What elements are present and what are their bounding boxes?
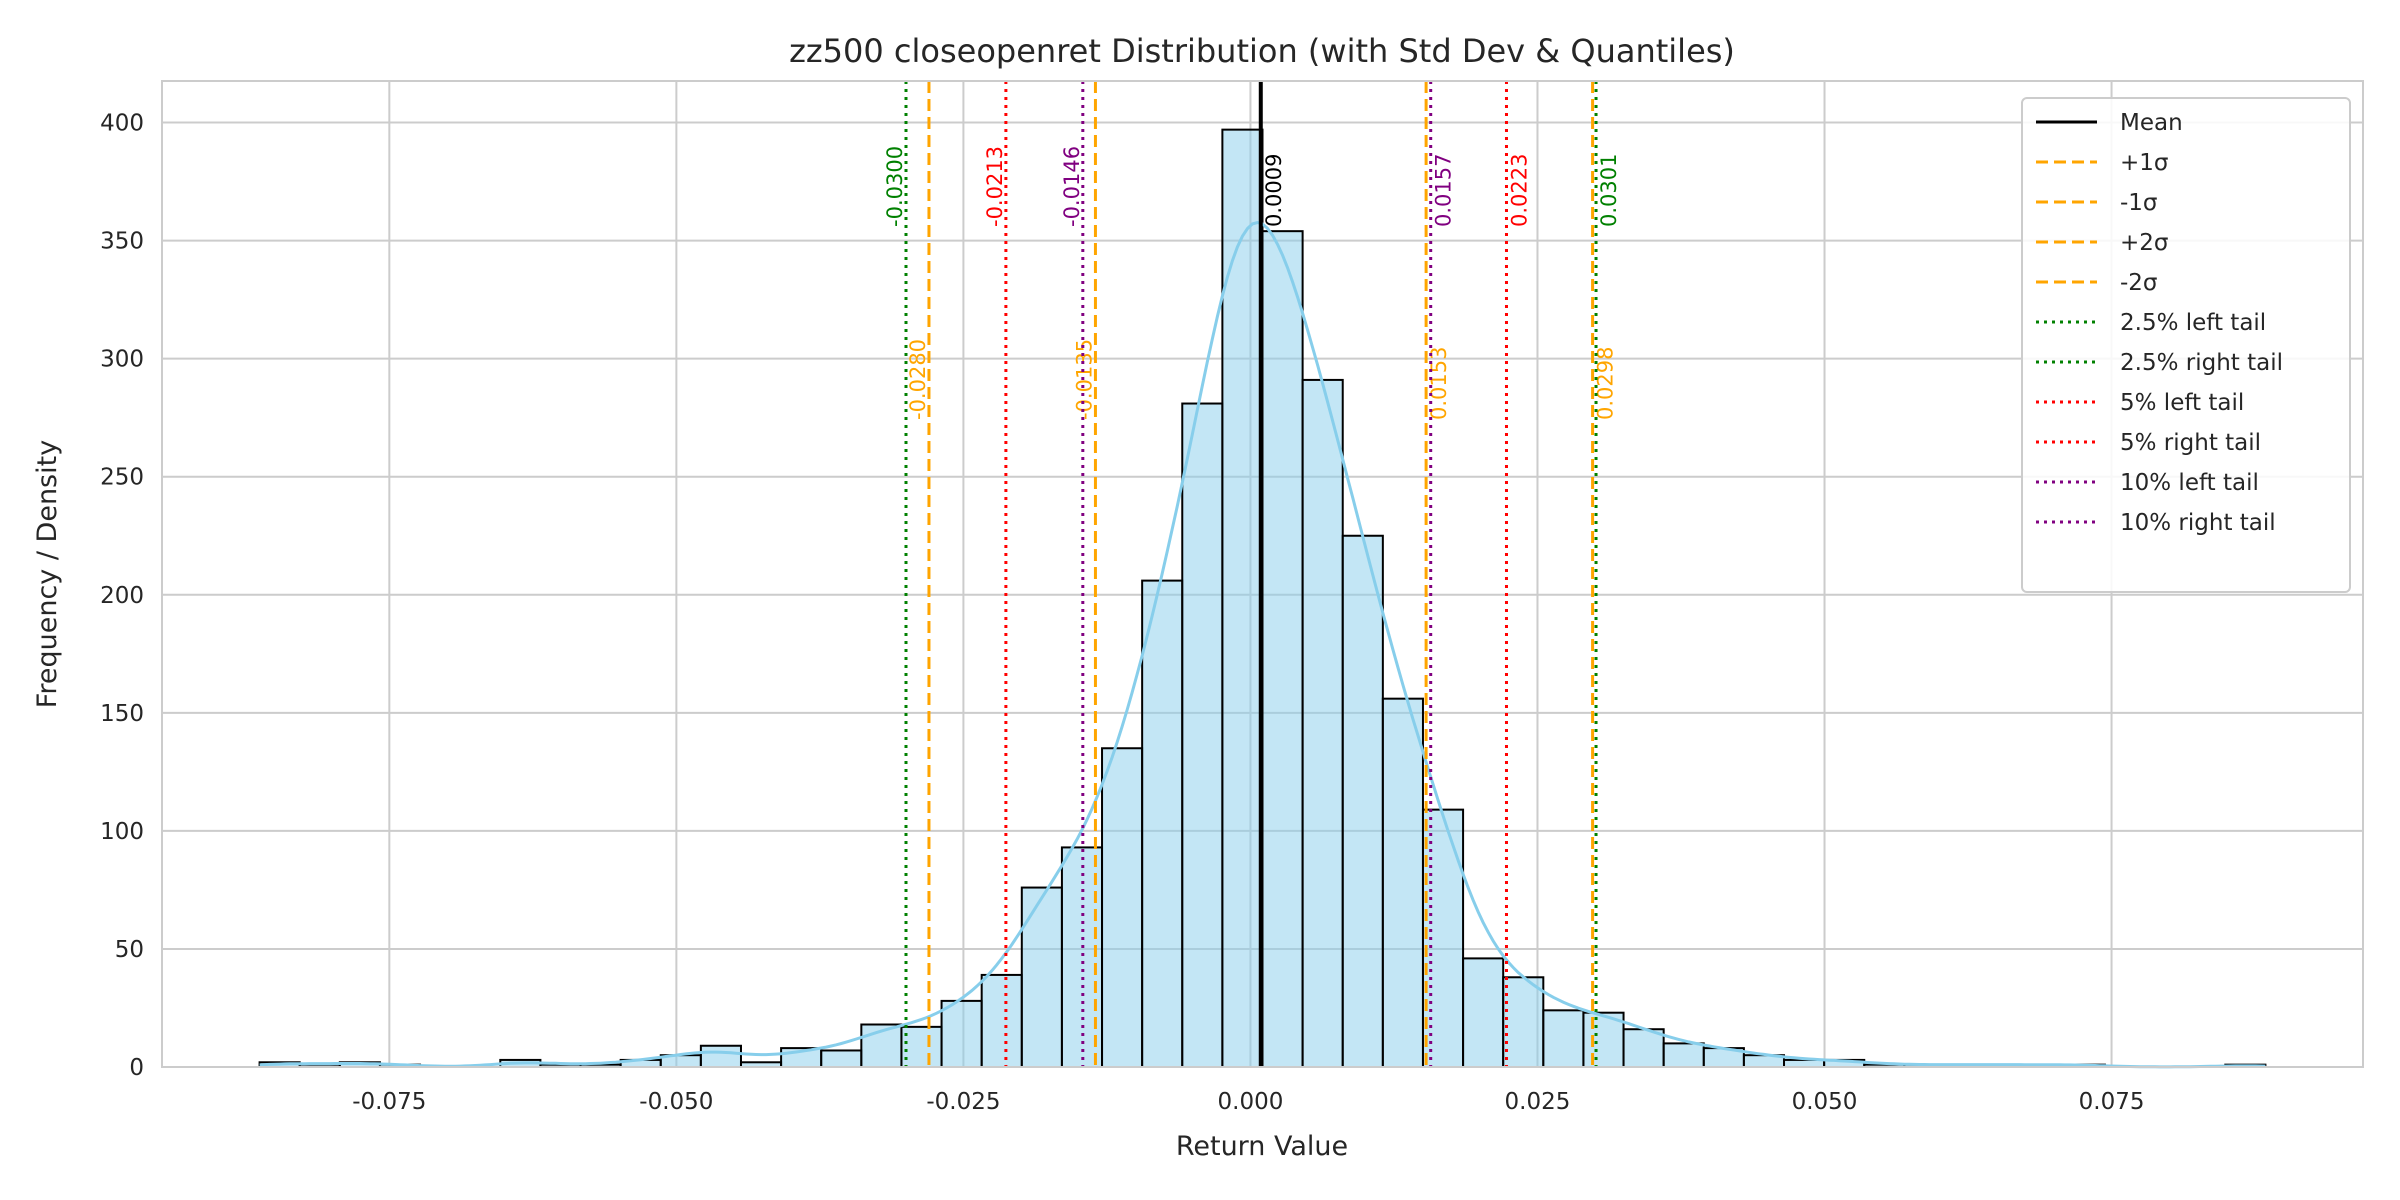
histogram-bar <box>1020 886 1063 1068</box>
Mean-value-label: 0.0009 <box>1262 154 1286 227</box>
histogram-bar <box>940 999 983 1069</box>
histogram-bar <box>1381 697 1424 1069</box>
y-tick-label: 150 <box>100 701 144 727</box>
histogram-bar <box>980 973 1023 1069</box>
q10-left-value-label: -0.0146 <box>1060 146 1084 227</box>
x-tick-label: 0.025 <box>1505 1089 1571 1115</box>
y-tick-label: 350 <box>100 229 144 255</box>
x-tick-label: 0.050 <box>1792 1089 1858 1115</box>
histogram-bar <box>1662 1042 1705 1069</box>
histogram-bar <box>1301 378 1344 1068</box>
histogram-bar <box>1181 402 1224 1068</box>
histogram-bar <box>1622 1028 1665 1068</box>
y-axis-label: Frequency / Density <box>32 440 63 708</box>
histogram-bar <box>1141 579 1184 1068</box>
x-tick-label: -0.075 <box>352 1089 426 1115</box>
legend-label-minus-1-sigma: -1σ <box>2120 190 2158 216</box>
reference-lines: 0.0009 0.0153 -0.0135 0.0298 -0.0280 -0.0300 0… <box>883 81 1621 1067</box>
histogram-bar <box>1421 808 1465 1069</box>
y-tick-label: 200 <box>100 583 144 609</box>
histogram-bar <box>1101 747 1144 1068</box>
x-tick-label: 0.000 <box>1218 1089 1284 1115</box>
x-ticks: -0.075 -0.050 -0.025 0.000 0.025 0.050 0.075 <box>352 1089 2144 1115</box>
y-tick-label: 250 <box>100 465 144 491</box>
axes-frame <box>161 80 2364 1068</box>
histogram-bar <box>1502 976 1545 1068</box>
x-tick-label: 0.075 <box>2079 1089 2145 1115</box>
bars <box>258 128 2267 1069</box>
histogram-bar <box>820 1049 863 1068</box>
legend-label-q2-5-right: 2.5% right tail <box>2120 350 2283 376</box>
legend-label-minus-2-sigma: -2σ <box>2120 270 2158 296</box>
histogram-bar <box>1462 957 1505 1069</box>
y-tick-label: 0 <box>129 1055 144 1081</box>
histogram-bar <box>1542 1009 1585 1068</box>
y-ticks: 0 50 100 150 200 250 300 350 400 <box>100 111 144 1081</box>
legend-box <box>2021 97 2351 593</box>
histogram-bar <box>900 1025 943 1068</box>
legend-label-plus-1-sigma: +1σ <box>2120 150 2168 176</box>
histogram-bar <box>1261 230 1304 1068</box>
legend-label-plus-2-sigma: +2σ <box>2120 230 2168 256</box>
histogram-bar <box>1221 128 1264 1068</box>
q10-right-value-label: 0.0157 <box>1432 154 1456 227</box>
chart-title: zz500 closeopenret Distribution (with St… <box>789 32 1735 70</box>
legend-label-q5-right: 5% right tail <box>2120 430 2261 456</box>
plus-1-sigma-value-label: 0.0153 <box>1427 347 1451 420</box>
y-tick-label: 100 <box>100 819 144 845</box>
legend: Mean +1σ -1σ +2σ -2σ 2.5% left tail 2.5% right… <box>2021 97 2351 593</box>
y-tick-label: 300 <box>100 347 144 373</box>
x-tick-label: -0.025 <box>926 1089 1000 1115</box>
legend-label-q10-right: 10% right tail <box>2120 510 2276 536</box>
legend-label-q10-left: 10% left tail <box>2120 470 2259 496</box>
histogram-bar <box>699 1044 742 1068</box>
y-tick-label: 50 <box>115 937 144 963</box>
q5-left-value-label: -0.0213 <box>983 146 1007 227</box>
x-tick-label: -0.050 <box>639 1089 713 1115</box>
histogram-bar <box>1341 534 1384 1068</box>
minus-1-sigma-value-label: -0.0135 <box>1072 339 1096 420</box>
plus-2-sigma-value-label: 0.0298 <box>1594 347 1618 420</box>
legend-label-q2-5-left: 2.5% left tail <box>2120 310 2266 336</box>
legend-label-Mean: Mean <box>2120 110 2183 136</box>
y-tick-label: 400 <box>100 111 144 137</box>
minus-2-sigma-value-label: -0.0280 <box>906 339 930 420</box>
q5-right-value-label: 0.0223 <box>1507 154 1531 227</box>
q2-5-left-value-label: -0.0300 <box>883 146 907 227</box>
q2-5-right-value-label: 0.0301 <box>1597 154 1621 227</box>
legend-label-q5-left: 5% left tail <box>2120 390 2244 416</box>
x-axis-label: Return Value <box>1176 1131 1348 1162</box>
